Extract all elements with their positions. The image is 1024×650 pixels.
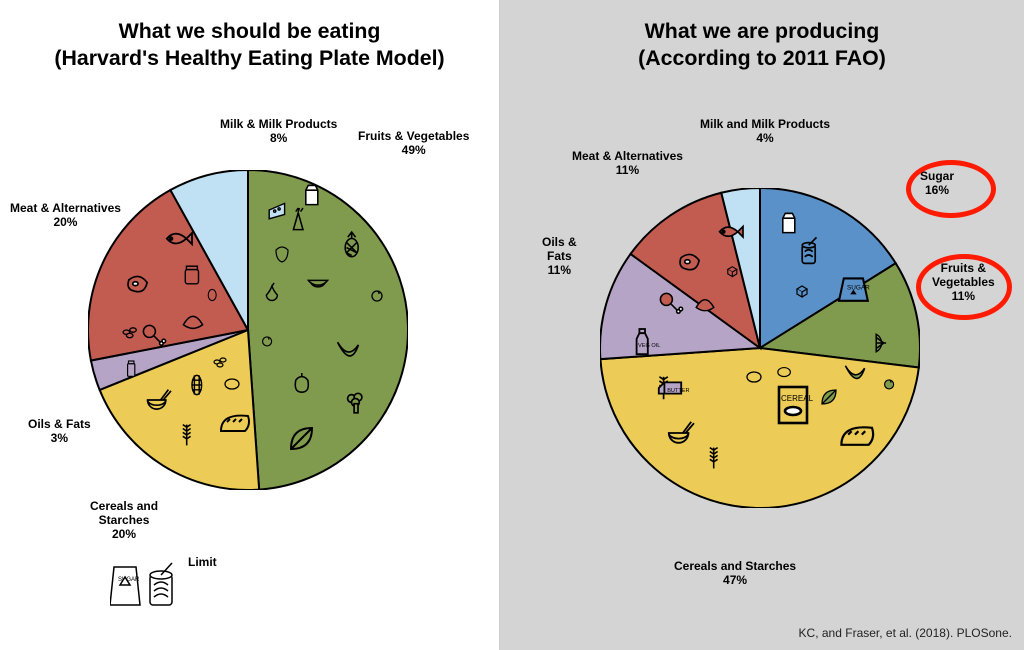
limit-icons: SUGAR (110, 555, 180, 610)
milk-icon (783, 213, 795, 232)
oilcan-icon (128, 361, 135, 376)
label-oils: Oils &Fats11% (542, 236, 577, 277)
label-oils: Oils & Fats3% (28, 418, 91, 446)
jar-icon (185, 266, 198, 284)
icecube-icon (728, 267, 737, 277)
egg-icon (208, 289, 216, 300)
label-fruits: Fruits & Vegetables49% (358, 130, 469, 158)
title-line2: (According to 2011 FAO) (638, 46, 886, 70)
callout-sugar (906, 160, 996, 218)
icecube-icon (797, 286, 807, 297)
steak-icon (680, 254, 699, 269)
svg-text:CEREAL: CEREAL (781, 394, 814, 403)
citation: KC, and Fraser, et al. (2018). PLOSone. (799, 626, 1012, 640)
steak-icon (128, 276, 147, 291)
limit-label: Limit (188, 555, 217, 569)
panel-recommended: What we should be eating (Harvard's Heal… (0, 0, 500, 650)
potato-icon (778, 368, 791, 377)
svg-text:SUGAR: SUGAR (847, 285, 870, 292)
title-line1: What we should be eating (119, 19, 381, 43)
milk-icon (306, 185, 318, 204)
title-line1: What we are producing (645, 19, 880, 43)
pie-recommended (88, 170, 408, 490)
infographic-container: What we should be eating (Harvard's Heal… (0, 0, 1024, 650)
pie-producing: SUGAR CEREAL VEG OIL BUTTER (600, 188, 920, 508)
apple-icon (885, 380, 894, 389)
title-producing: What we are producing (According to 2011… (500, 18, 1024, 71)
callout-fruits (916, 254, 1012, 320)
svg-text:BUTTER: BUTTER (667, 388, 689, 394)
apple-icon (263, 337, 272, 346)
panel-producing: What we are producing (According to 2011… (500, 0, 1024, 650)
potato-icon (747, 372, 761, 382)
title-line2: (Harvard's Healthy Eating Plate Model) (54, 46, 444, 70)
label-milk: Milk & Milk Products8% (220, 118, 337, 146)
label-cereals: Cereals andStarches20% (90, 500, 158, 541)
label-meat: Meat & Alternatives20% (10, 202, 121, 230)
corn-icon (192, 375, 202, 394)
title-recommended: What we should be eating (Harvard's Heal… (0, 18, 499, 71)
label-meat: Meat & Alternatives11% (572, 150, 683, 178)
svg-text:VEG OIL: VEG OIL (638, 343, 660, 349)
label-milk: Milk and Milk Products4% (700, 118, 830, 146)
potato-icon (225, 379, 239, 389)
apple-icon (372, 291, 382, 301)
limit-block: SUGAR Limit (110, 555, 217, 610)
label-cereals: Cereals and Starches47% (674, 560, 796, 588)
